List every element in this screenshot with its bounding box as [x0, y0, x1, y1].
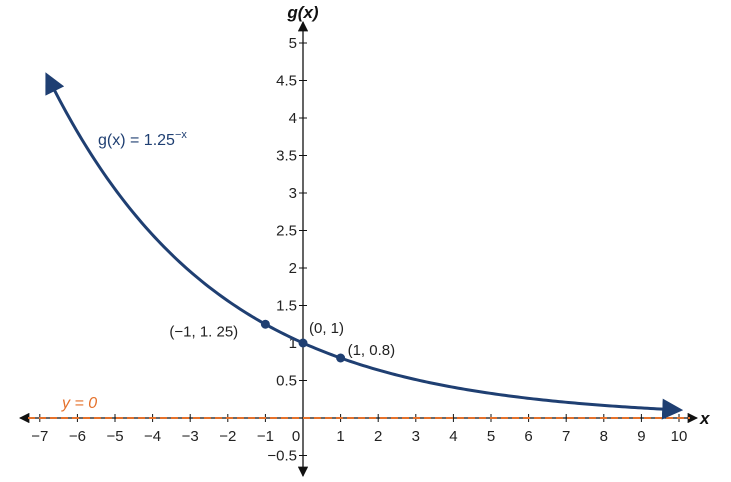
x-tick-label: 1: [336, 428, 344, 445]
data-point-label: (−1, 1. 25): [169, 323, 238, 340]
y-tick-label: 2: [289, 260, 297, 277]
point-group: (−1, 1. 25) (0, 1)(1, 0.8): [169, 319, 396, 363]
x-tick-label: 5: [487, 428, 495, 445]
function-curve: [45, 72, 684, 420]
x-tick-label: 6: [524, 428, 532, 445]
y-tick-label: 1.5: [276, 298, 297, 315]
x-tick-label: −1: [257, 428, 274, 445]
x-tick-label: −3: [182, 428, 199, 445]
y-tick-label: 0.5: [276, 373, 297, 390]
x-tick-label: −2: [219, 428, 236, 445]
data-point: [260, 319, 270, 329]
y-tick-label: 4.5: [276, 73, 297, 90]
data-point-label: (1, 0.8): [348, 342, 396, 359]
x-tick-label: 4: [449, 428, 457, 445]
y-tick-label: 2.5: [276, 223, 297, 240]
x-tick-label: 0: [292, 428, 300, 445]
x-tick-label: −5: [106, 428, 123, 445]
y-tick-label: 4: [289, 110, 297, 127]
x-tick-label: 8: [600, 428, 608, 445]
x-tick-label: 7: [562, 428, 570, 445]
y-tick-label: 3.5: [276, 148, 297, 165]
x-axis-title: x: [699, 409, 711, 428]
x-tick-label: 9: [637, 428, 645, 445]
data-point: [336, 353, 346, 363]
function-label-exponent: −x: [175, 129, 187, 141]
y-axis-title: g(x): [286, 3, 319, 22]
x-tick-label: 10: [671, 428, 688, 445]
data-point: [298, 338, 308, 348]
function-label-main: g(x) = 1.25: [98, 132, 175, 149]
y-tick-group: −0.50.511.522.533.544.55: [267, 35, 307, 465]
asymptote-label: y = 0: [61, 395, 97, 412]
y-tick-label: 3: [289, 185, 297, 202]
x-tick-label: −7: [31, 428, 48, 445]
function-label: g(x) = 1.25−x: [98, 129, 187, 149]
data-point-label: (0, 1): [309, 320, 344, 337]
x-tick-label: 2: [374, 428, 382, 445]
x-tick-label: −4: [144, 428, 161, 445]
x-tick-label: 3: [412, 428, 420, 445]
y-tick-label: 5: [289, 35, 297, 52]
x-tick-label: −6: [69, 428, 86, 445]
y-tick-label: −0.5: [267, 448, 297, 465]
